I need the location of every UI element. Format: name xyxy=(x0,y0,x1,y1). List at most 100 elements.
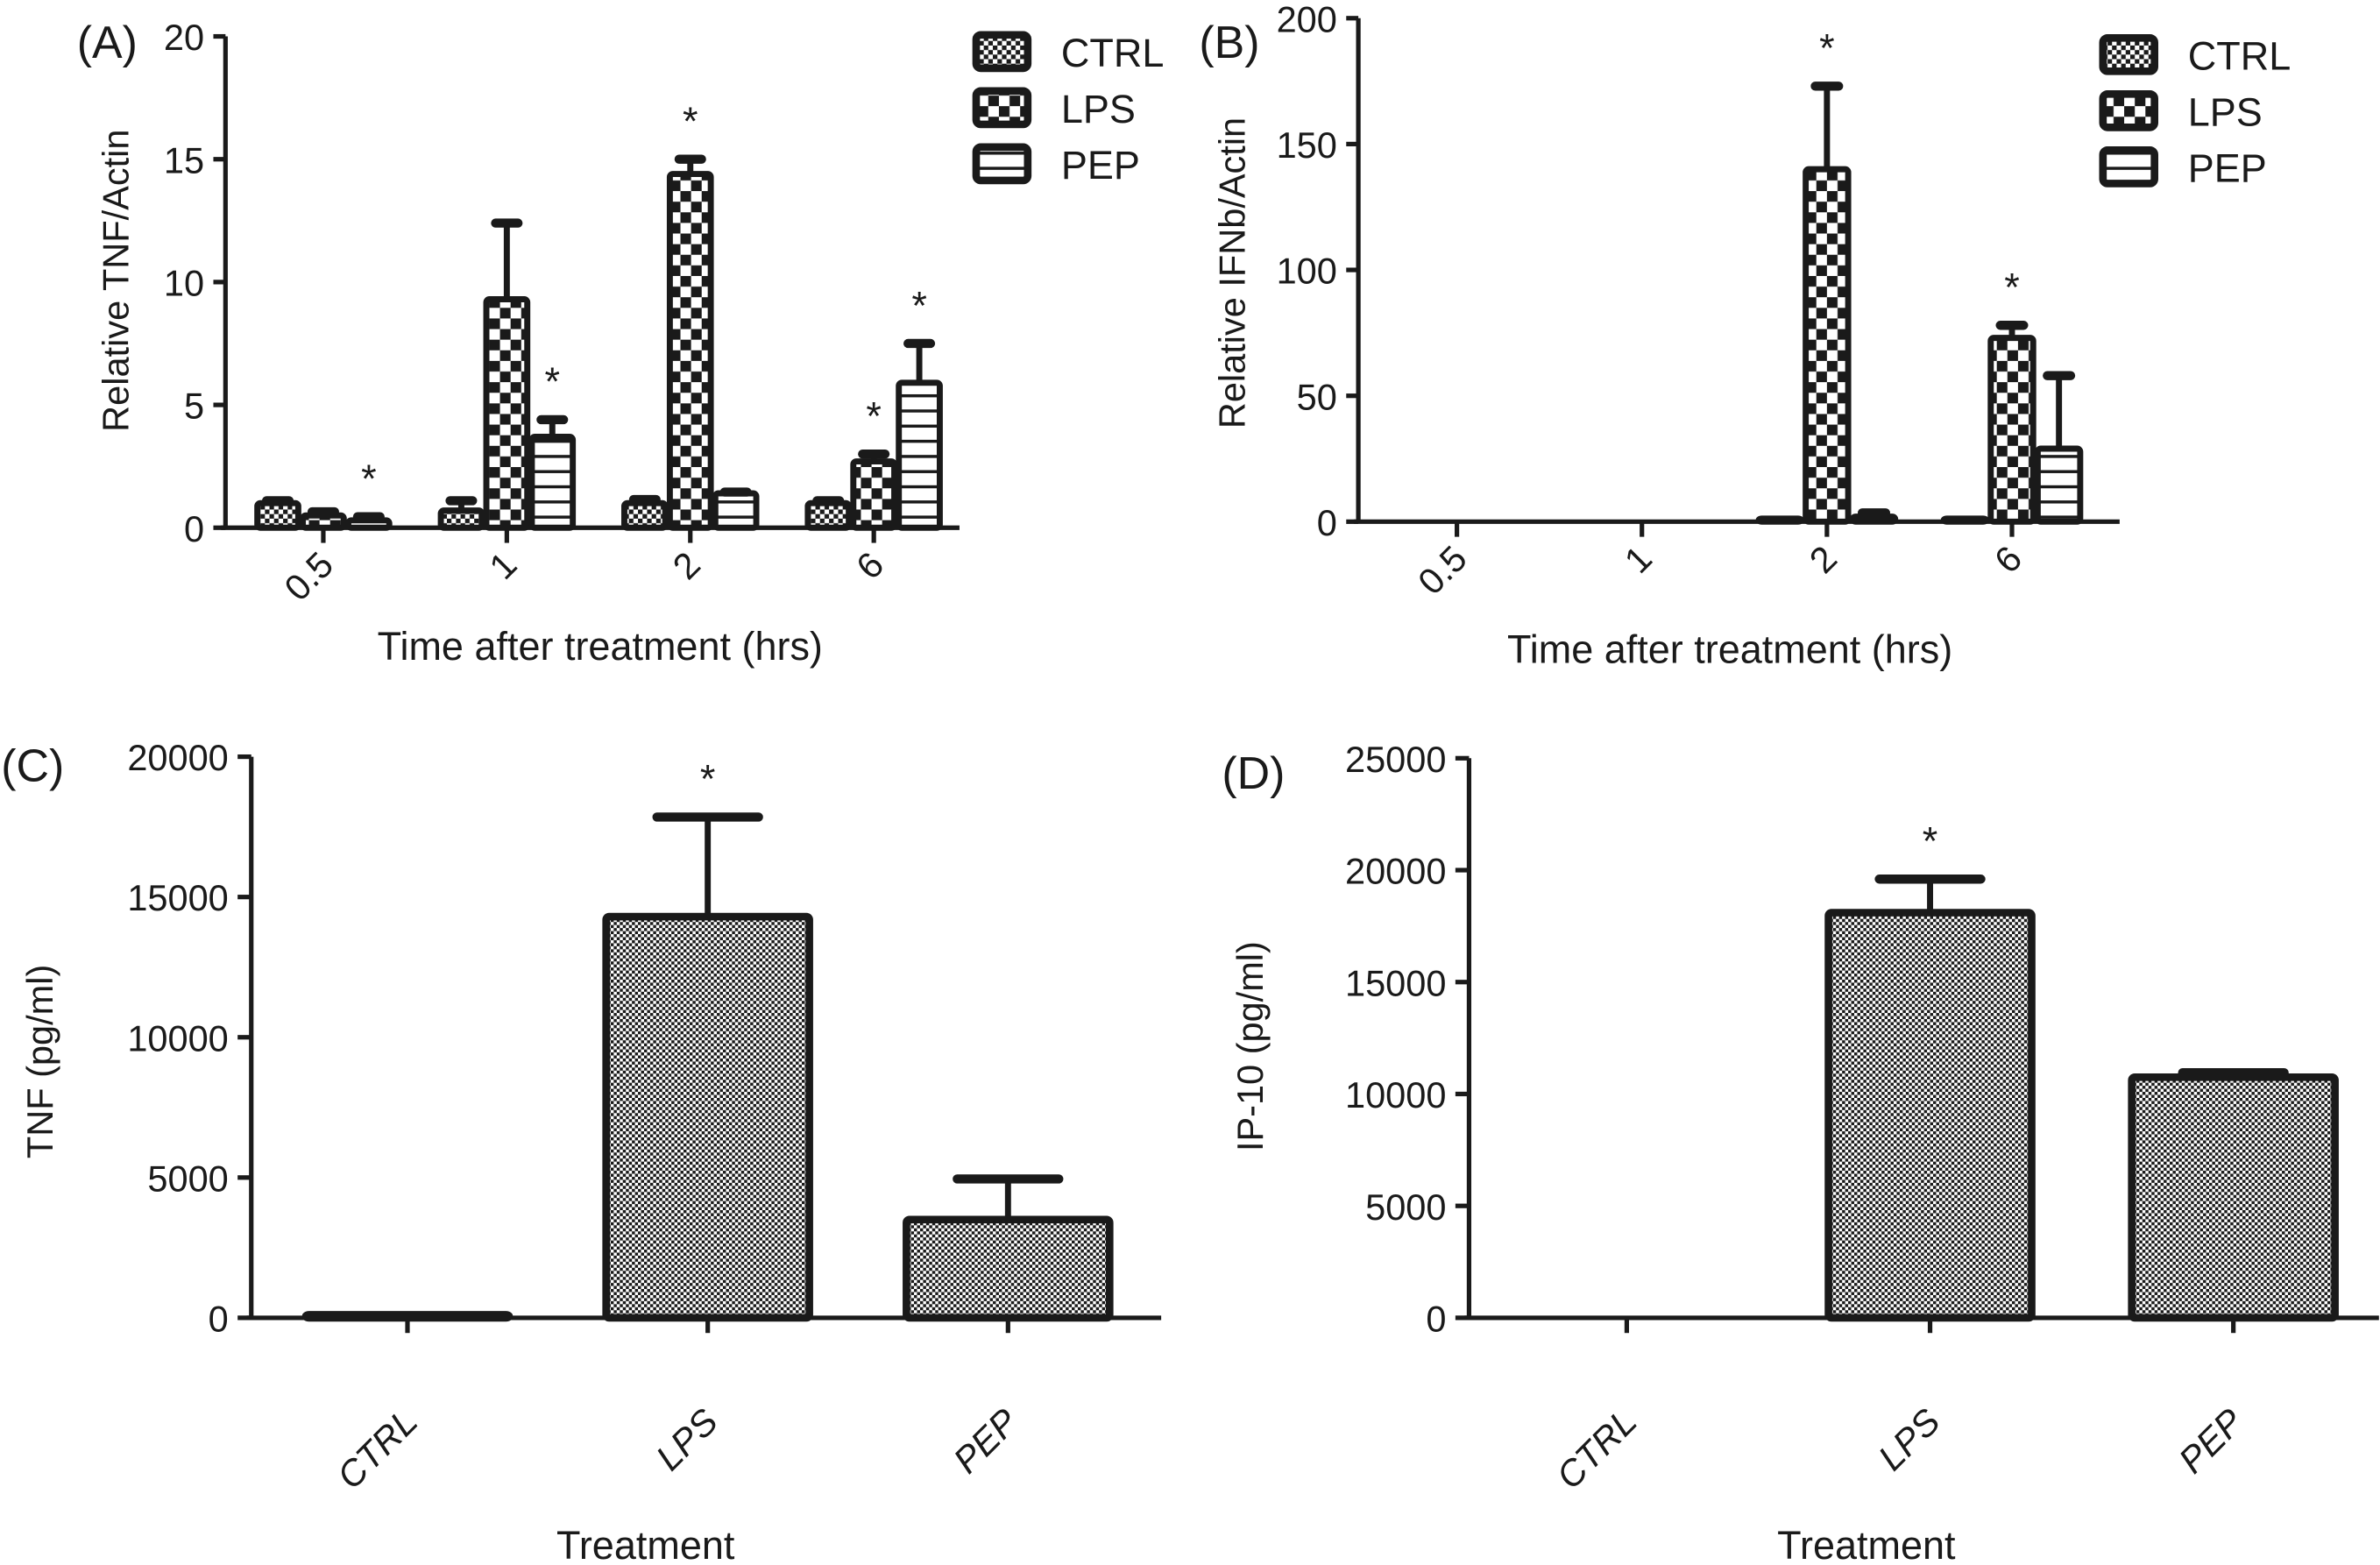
panel-a: (A) Relative TNF/Actin Time after treatm… xyxy=(77,17,1165,669)
y-axis-label-a: Relative TNF/Actin xyxy=(96,130,137,432)
x-tick-label: LPS xyxy=(1870,1400,1948,1478)
y-axis-label-d: IP-10 (pg/ml) xyxy=(1229,941,1271,1151)
significance-marker: * xyxy=(683,99,698,144)
panel-label-d: (D) xyxy=(1222,748,1285,799)
legend-label: PEP xyxy=(2188,146,2267,191)
bar xyxy=(1803,166,1852,525)
x-tick-label: 6 xyxy=(848,543,892,587)
legend-label: PEP xyxy=(1061,143,1140,188)
significance-marker: * xyxy=(361,457,377,501)
legend-label: CTRL xyxy=(2188,34,2291,79)
legend-swatch xyxy=(972,143,1032,185)
x-tick-label: CTRL xyxy=(1548,1400,1645,1497)
panel-d: (D) IP-10 (pg/ml) Treatment 0 5000 10000 15… xyxy=(1222,739,2379,1565)
legend-label: LPS xyxy=(2188,90,2263,135)
bar xyxy=(2128,1073,2339,1322)
y-tick-label: 10000 xyxy=(127,1017,228,1059)
legend-swatch xyxy=(2099,33,2159,75)
bar xyxy=(345,517,393,531)
y-tick-label: 10000 xyxy=(1345,1074,1446,1115)
bar xyxy=(1755,515,1804,525)
y-axis-label-c: TNF (pg/ml) xyxy=(19,965,60,1158)
bar xyxy=(903,1215,1114,1322)
x-tick-label: 2 xyxy=(664,543,708,587)
significance-marker: * xyxy=(911,283,927,328)
y-tick-label: 20000 xyxy=(1345,851,1446,892)
plot-area-c: 0 5000 10000 15000 20000 CTRL LPS * PEP xyxy=(127,737,1162,1497)
y-axis-label-b: Relative IFNb/Actin xyxy=(1211,117,1252,428)
y-tick-label: 0 xyxy=(209,1298,229,1339)
legend-a: CTRL LPS PEP xyxy=(972,31,1164,188)
legend-swatch xyxy=(2099,146,2159,188)
bar xyxy=(1940,515,1990,525)
y-tick-label: 10 xyxy=(164,262,204,303)
y-tick-label: 0 xyxy=(184,508,204,549)
panel-b: (B) Relative IFNb/Actin Time after treat… xyxy=(1199,0,2291,671)
y-tick-label: 20000 xyxy=(127,737,228,778)
bar xyxy=(1824,909,2036,1322)
panel-label-c: (C) xyxy=(1,740,64,791)
y-tick-label: 20 xyxy=(164,17,204,58)
x-tick-label: 1 xyxy=(1616,537,1660,581)
bar xyxy=(602,912,813,1322)
bar xyxy=(437,507,485,531)
bar xyxy=(300,512,347,531)
y-tick-label: 5000 xyxy=(1365,1186,1446,1228)
x-tick-label: 0.5 xyxy=(1410,537,1475,602)
x-tick-label: PEP xyxy=(946,1400,1026,1481)
y-tick-label: 15000 xyxy=(1345,962,1446,1003)
significance-marker: * xyxy=(1923,819,1938,864)
x-axis-label-b: Time after treatment (hrs) xyxy=(1507,627,1952,671)
x-tick-label: 6 xyxy=(1987,537,2030,581)
significance-marker: * xyxy=(866,393,882,438)
x-axis-label-d: Treatment xyxy=(1777,1523,1956,1565)
x-tick-label: 1 xyxy=(481,543,525,587)
x-axis-label-c: Treatment xyxy=(556,1523,735,1565)
x-tick-label: 2 xyxy=(1802,537,1845,581)
y-tick-label: 0 xyxy=(1426,1298,1446,1339)
significance-marker: * xyxy=(2004,266,2020,310)
significance-marker: * xyxy=(1819,26,1835,71)
y-tick-label: 5000 xyxy=(147,1158,228,1199)
bar xyxy=(804,499,853,531)
y-tick-label: 200 xyxy=(1277,0,1337,39)
x-tick-label: PEP xyxy=(2171,1400,2251,1481)
plot-area-d: 0 5000 10000 15000 20000 25000 CTRL LPS * PEP xyxy=(1345,739,2379,1497)
y-tick-label: 25000 xyxy=(1345,739,1446,780)
bar xyxy=(666,171,714,531)
x-tick-label: LPS xyxy=(648,1400,726,1478)
y-tick-label: 0 xyxy=(1317,502,1337,543)
panel-label-a: (A) xyxy=(77,18,138,68)
legend-swatch xyxy=(972,31,1032,73)
y-tick-label: 100 xyxy=(1277,251,1337,292)
x-tick-label: 0.5 xyxy=(276,543,341,608)
bar xyxy=(254,499,301,531)
legend-swatch xyxy=(972,87,1032,129)
bar xyxy=(1987,335,2036,525)
legend-b: CTRL LPS PEP xyxy=(2099,33,2291,191)
y-tick-label: 50 xyxy=(1297,376,1337,417)
y-tick-label: 150 xyxy=(1277,124,1337,166)
legend-label: CTRL xyxy=(1061,31,1164,75)
bar xyxy=(301,1311,514,1322)
plot-area-a: 0 5 10 15 20 0.5 * 1 * 2 * 6 * * xyxy=(164,17,960,608)
legend-label: LPS xyxy=(1061,87,1136,131)
bar xyxy=(528,434,577,531)
x-axis-label-a: Time after treatment (hrs) xyxy=(378,624,823,669)
panel-label-b: (B) xyxy=(1199,18,1259,68)
bar xyxy=(850,458,897,531)
y-tick-label: 15 xyxy=(164,139,204,181)
bar xyxy=(621,499,669,531)
bar xyxy=(483,296,531,531)
plot-area-b: 0 50 100 150 200 0.5 1 2 * 6 * xyxy=(1277,0,2120,603)
y-tick-label: 15000 xyxy=(127,877,228,918)
panel-c: (C) TNF (pg/ml) Treatment 0 5000 10000 1500… xyxy=(1,737,1162,1565)
legend-swatch xyxy=(2099,89,2159,131)
x-tick-label: CTRL xyxy=(329,1400,425,1497)
bar xyxy=(712,490,760,531)
bar xyxy=(2034,445,2084,525)
significance-marker: * xyxy=(700,757,716,802)
significance-marker: * xyxy=(545,359,561,404)
bar xyxy=(896,379,943,531)
